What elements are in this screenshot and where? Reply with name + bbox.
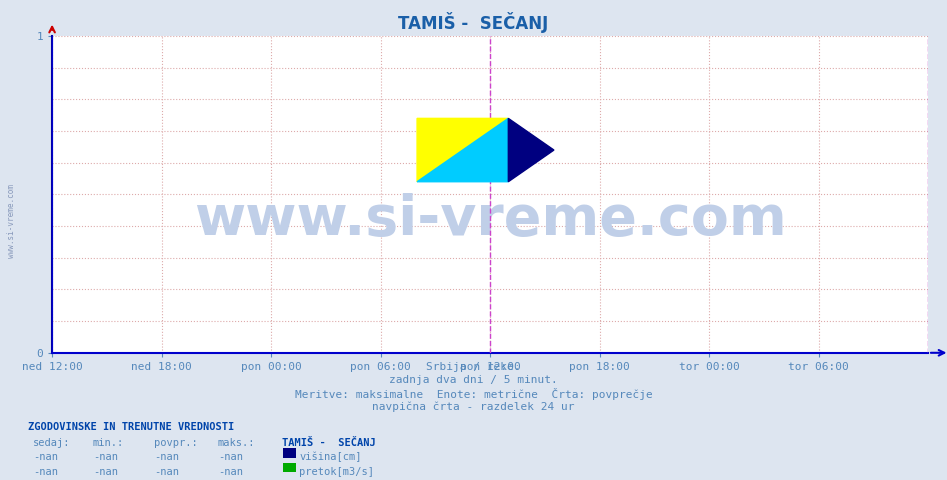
Text: povpr.:: povpr.: — [154, 438, 198, 448]
Text: -nan: -nan — [93, 467, 117, 477]
Text: www.si-vreme.com: www.si-vreme.com — [194, 193, 786, 247]
Text: -nan: -nan — [218, 452, 242, 462]
Text: min.:: min.: — [93, 438, 124, 448]
Text: zadnja dva dni / 5 minut.: zadnja dva dni / 5 minut. — [389, 375, 558, 385]
Text: www.si-vreme.com: www.si-vreme.com — [7, 184, 16, 258]
Text: -nan: -nan — [33, 452, 58, 462]
Polygon shape — [509, 119, 554, 182]
Polygon shape — [417, 119, 509, 182]
Text: TAMIŠ -  SEČANJ: TAMIŠ - SEČANJ — [282, 438, 376, 448]
Text: TAMIŠ -  SEČANJ: TAMIŠ - SEČANJ — [399, 12, 548, 33]
Text: sedaj:: sedaj: — [33, 438, 71, 448]
Text: -nan: -nan — [154, 452, 179, 462]
Text: -nan: -nan — [33, 467, 58, 477]
Text: višina[cm]: višina[cm] — [299, 452, 362, 463]
Text: ZGODOVINSKE IN TRENUTNE VREDNOSTI: ZGODOVINSKE IN TRENUTNE VREDNOSTI — [28, 422, 235, 432]
Text: maks.:: maks.: — [218, 438, 256, 448]
Text: Srbija / reke.: Srbija / reke. — [426, 362, 521, 372]
Text: pretok[m3/s]: pretok[m3/s] — [299, 467, 374, 477]
Text: Meritve: maksimalne  Enote: metrične  Črta: povprečje: Meritve: maksimalne Enote: metrične Črta… — [295, 388, 652, 400]
Text: -nan: -nan — [93, 452, 117, 462]
Text: -nan: -nan — [154, 467, 179, 477]
Text: -nan: -nan — [218, 467, 242, 477]
Text: navpična črta - razdelek 24 ur: navpična črta - razdelek 24 ur — [372, 401, 575, 412]
Polygon shape — [417, 119, 509, 182]
